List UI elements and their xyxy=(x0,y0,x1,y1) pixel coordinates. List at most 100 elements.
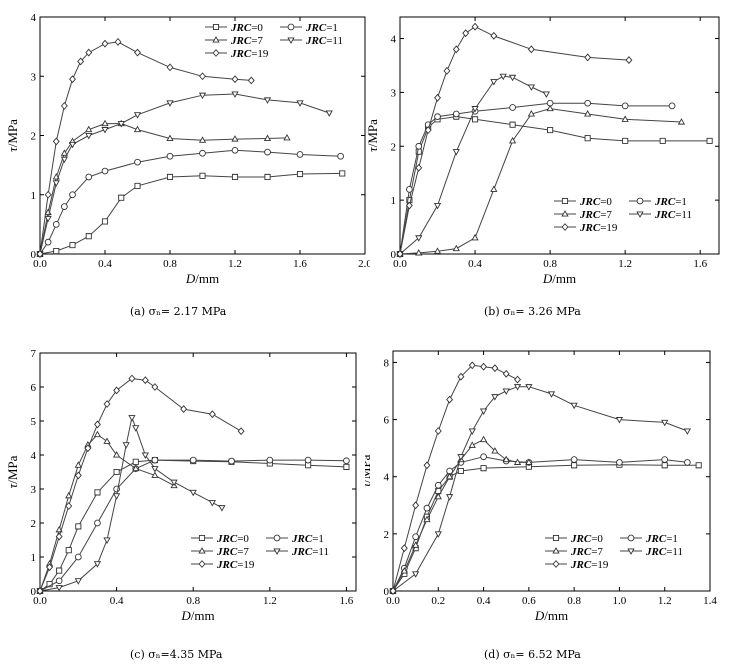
legend-label: JRC=7 xyxy=(579,209,612,221)
data-point xyxy=(85,132,93,140)
data-point xyxy=(170,479,178,487)
data-point xyxy=(457,372,465,381)
data-point xyxy=(412,501,420,510)
data-point xyxy=(468,361,476,370)
x-tick-label: 0.8 xyxy=(567,595,581,607)
data-point xyxy=(570,402,578,410)
y-tick-label: 1 xyxy=(391,195,397,207)
y-tick-label: 4 xyxy=(31,12,37,24)
data-point xyxy=(199,72,206,81)
data-point xyxy=(457,454,465,461)
data-point xyxy=(480,453,487,461)
data-point xyxy=(695,462,702,469)
x-tick-label: 0.4 xyxy=(110,595,124,607)
series-jrc-7 xyxy=(396,104,686,257)
data-point xyxy=(103,537,111,544)
series-line xyxy=(39,123,288,255)
data-point xyxy=(56,567,63,574)
data-point xyxy=(263,97,272,104)
legend-label: JRC=7 xyxy=(230,35,263,47)
data-point xyxy=(412,533,419,541)
data-point xyxy=(513,458,522,465)
data-point xyxy=(445,494,454,501)
series-jrc-11 xyxy=(36,415,226,595)
series-line xyxy=(399,108,682,255)
data-point xyxy=(199,172,206,179)
x-tick-label: 0.2 xyxy=(431,595,445,607)
data-point xyxy=(513,384,522,391)
data-point xyxy=(128,415,136,422)
panel-caption: (b) σₙ= 3.26 MPa xyxy=(484,305,581,318)
data-point xyxy=(683,428,691,435)
legend: JRC=0 JRC=1 JRC=7 JRC=11 JRC=19 xyxy=(545,533,683,571)
data-point xyxy=(141,452,149,459)
y-tick-label: 2 xyxy=(31,518,37,530)
data-point xyxy=(132,425,140,432)
series-line xyxy=(399,102,673,255)
plot-frame xyxy=(392,350,711,592)
series-jrc-19 xyxy=(36,374,245,595)
y-tick-label: 3 xyxy=(31,484,37,496)
x-axis-title: D/mm xyxy=(534,608,568,623)
legend-item: JRC=19 xyxy=(205,48,269,60)
data-point xyxy=(400,544,408,553)
data-point xyxy=(198,136,207,143)
y-tick-label: 2 xyxy=(31,131,37,143)
data-point xyxy=(264,148,271,156)
data-point xyxy=(490,185,498,192)
series-jrc-11 xyxy=(36,91,333,258)
legend: JRC=0 JRC=1 JRC=7 JRC=11 JRC=19 xyxy=(554,196,692,234)
legend-label: JRC=11 xyxy=(645,546,683,558)
data-point xyxy=(228,457,235,465)
data-point xyxy=(231,146,239,154)
legend-item: JRC=1 xyxy=(629,196,687,208)
data-point xyxy=(44,190,52,199)
data-point xyxy=(74,578,82,585)
data-point xyxy=(706,137,713,144)
data-point xyxy=(134,158,141,166)
data-point xyxy=(231,75,239,84)
legend-label: JRC=1 xyxy=(291,533,324,545)
x-axis-title: D/mm xyxy=(185,271,219,286)
legend-item: JRC=7 xyxy=(191,546,249,558)
legend-item: JRC=1 xyxy=(620,533,678,545)
x-tick-label: 1.2 xyxy=(263,595,277,607)
x-tick-label: 1.2 xyxy=(618,258,632,270)
data-point xyxy=(74,461,82,468)
legend-item: JRC=11 xyxy=(266,546,329,558)
data-point xyxy=(389,587,397,595)
data-point xyxy=(661,456,669,463)
x-tick-label: 1.6 xyxy=(293,258,307,270)
data-point xyxy=(684,459,691,466)
legend-marker xyxy=(212,36,220,43)
data-point xyxy=(396,250,404,258)
data-point xyxy=(103,400,111,408)
legend-marker xyxy=(198,547,206,554)
data-point xyxy=(46,563,54,572)
series-line xyxy=(39,41,252,255)
series-jrc-19 xyxy=(389,361,521,595)
y-tick-label: 8 xyxy=(384,357,390,369)
legend-item: JRC=0 xyxy=(191,533,249,545)
data-point xyxy=(118,194,125,201)
y-tick-label: 0 xyxy=(31,586,37,598)
series-line xyxy=(39,459,347,592)
data-point xyxy=(114,37,122,46)
y-tick-label: 0 xyxy=(31,249,37,261)
x-tick-label: 1.0 xyxy=(613,595,627,607)
data-point xyxy=(65,547,72,554)
data-point xyxy=(166,173,174,181)
legend-marker xyxy=(627,534,635,542)
legend-label: JRC=0 xyxy=(216,533,249,545)
data-point xyxy=(93,561,102,568)
legend-marker xyxy=(212,49,220,57)
data-point xyxy=(68,141,77,149)
data-point xyxy=(415,163,423,172)
panel-caption: (a) σₙ= 2.17 MPa xyxy=(130,305,227,318)
data-point xyxy=(412,541,420,548)
data-point xyxy=(615,417,624,424)
x-tick-label: 0.8 xyxy=(543,258,557,270)
data-point xyxy=(491,364,499,373)
